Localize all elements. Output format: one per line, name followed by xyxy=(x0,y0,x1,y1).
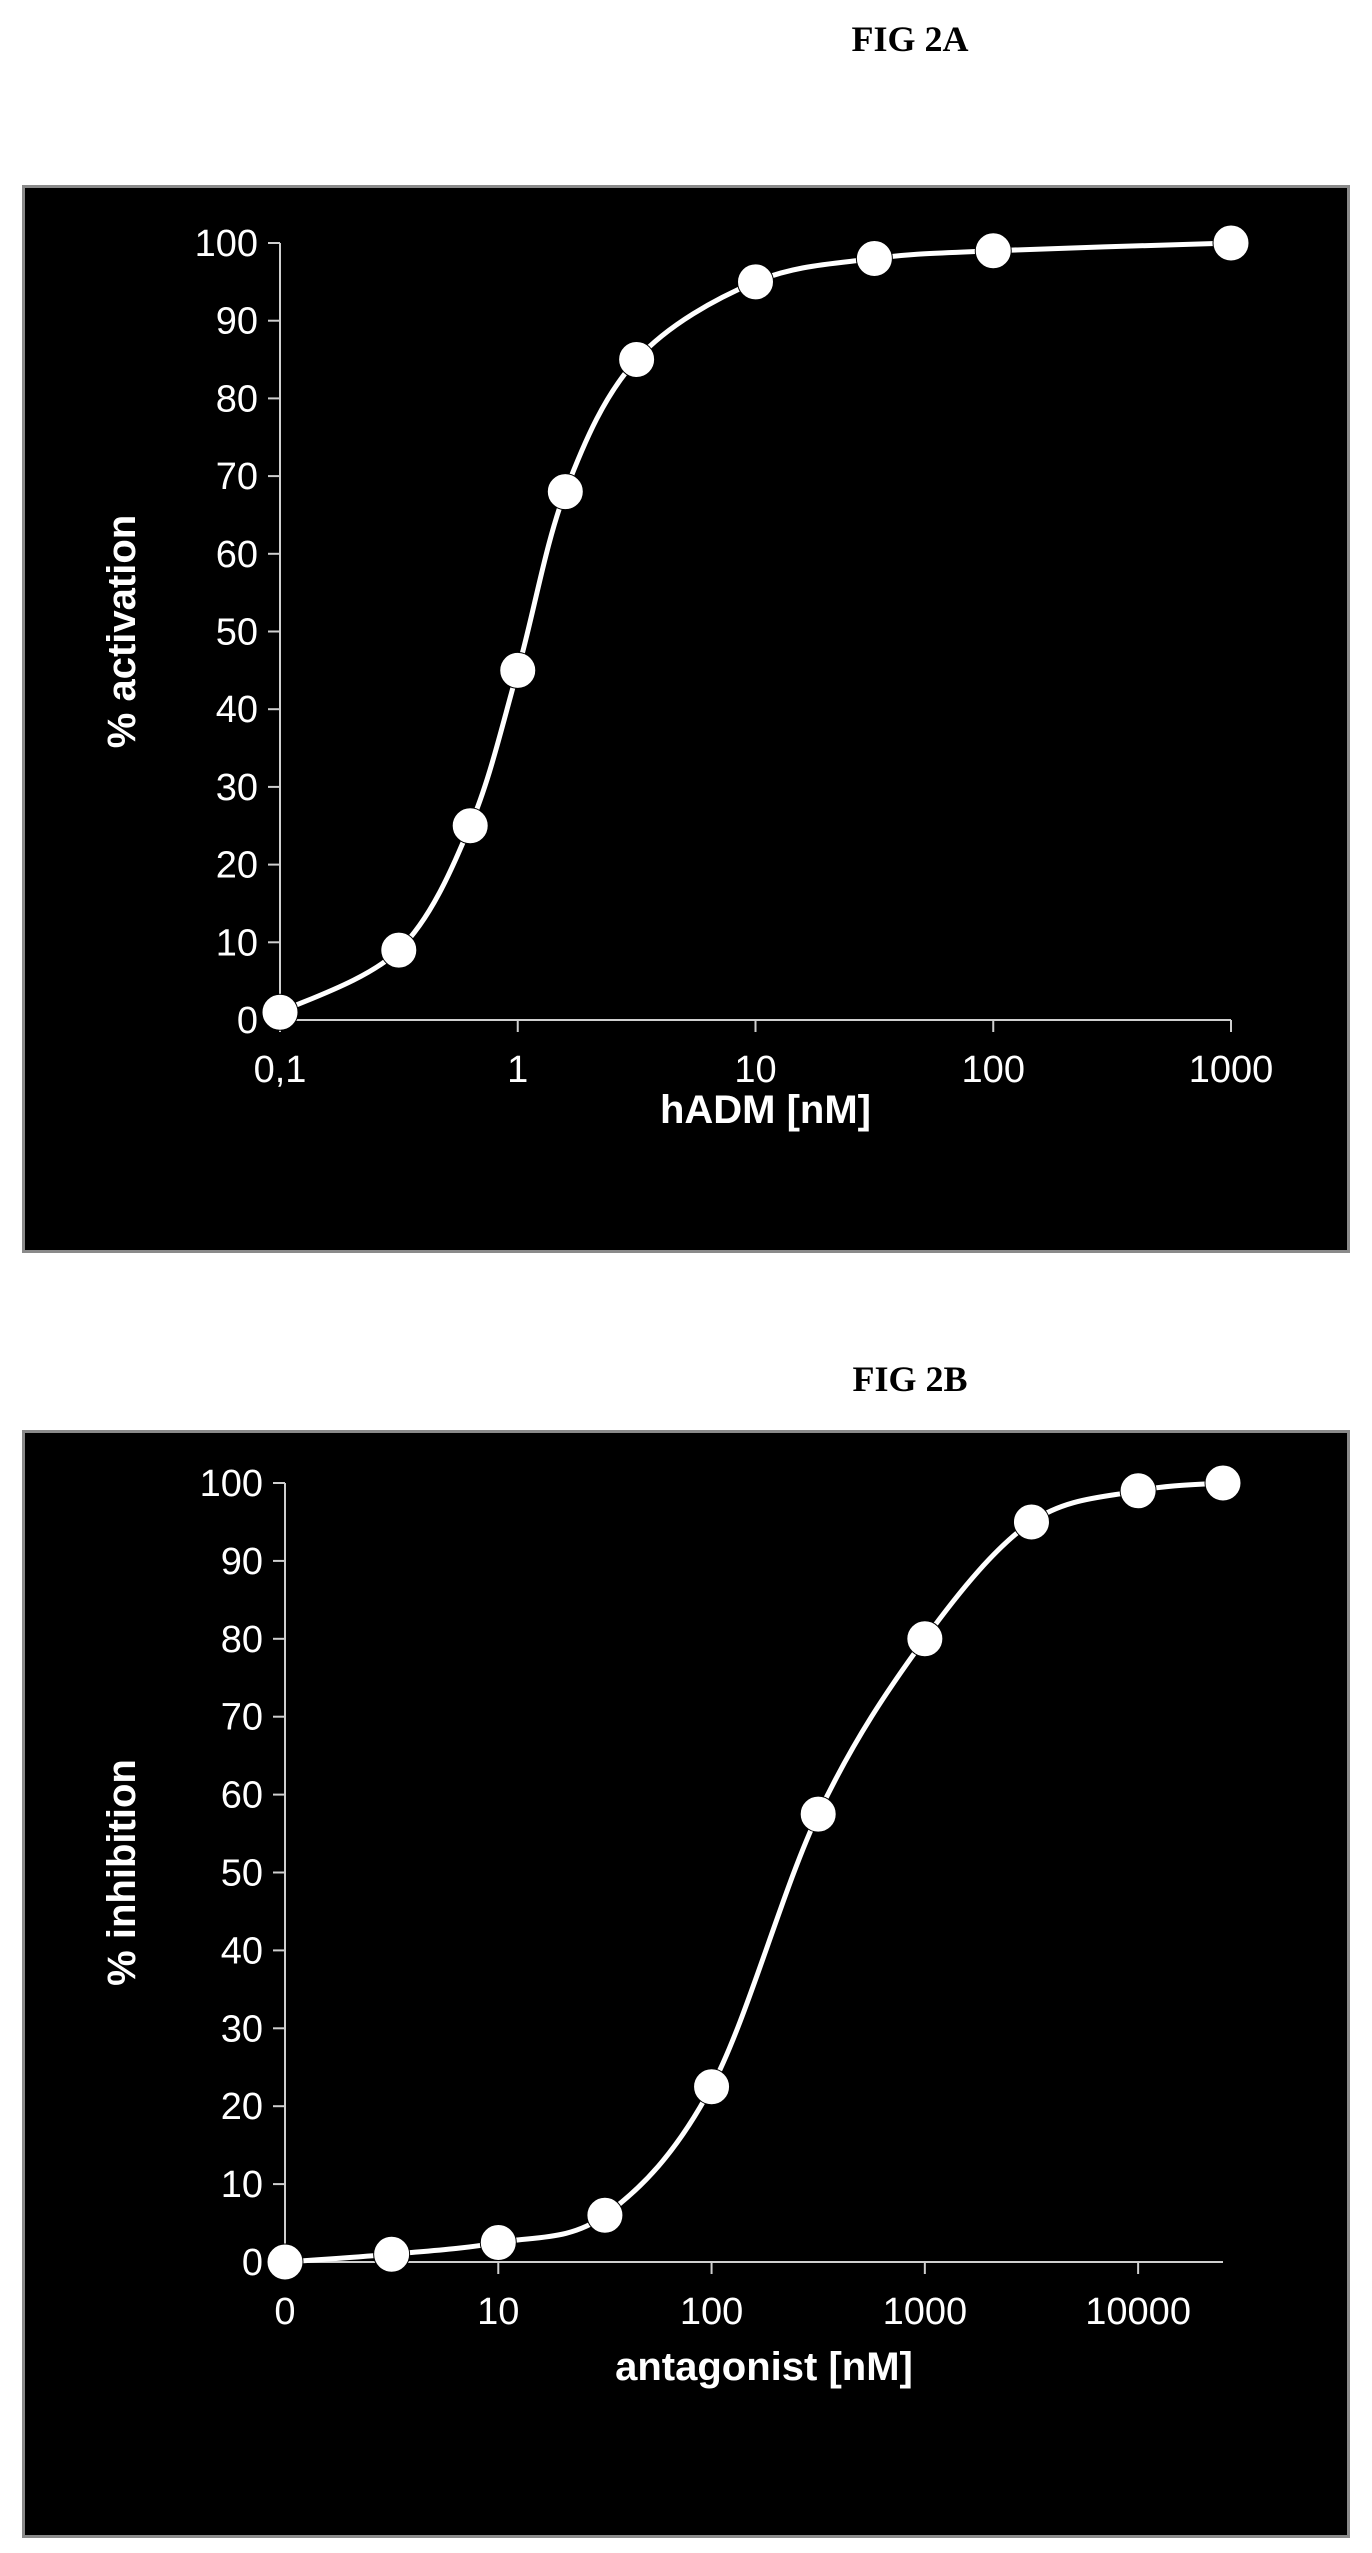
y-tick-label: 90 xyxy=(221,1541,263,1583)
y-tick-label: 10 xyxy=(216,922,258,964)
data-point xyxy=(974,232,1012,270)
y-tick-label: 60 xyxy=(221,1775,263,1817)
x-axis-label: hADM [nM] xyxy=(660,1088,871,1132)
y-tick-label: 30 xyxy=(216,767,258,809)
series-line xyxy=(278,240,1232,1015)
y-tick-label: 70 xyxy=(221,1697,263,1739)
x-tick-label: 1 xyxy=(507,1049,528,1091)
y-tick-label: 50 xyxy=(221,1853,263,1895)
data-point xyxy=(451,807,489,845)
y-tick-label: 70 xyxy=(216,456,258,498)
figure-label-2a: FIG 2A xyxy=(851,19,969,59)
y-tick-label: 90 xyxy=(216,301,258,343)
chart-2a: 0 10 20 30 40 50 60 70 80 90 100 0,1 1 10 100 1000 hADM … xyxy=(100,223,1274,1132)
y-tick-label: 100 xyxy=(195,223,258,265)
x-axis-label: antagonist [nM] xyxy=(615,2345,913,2389)
y-axis-label: % activation xyxy=(100,515,144,748)
y-tick-label: 0 xyxy=(237,1000,258,1042)
x-tick-label: 10 xyxy=(477,2291,519,2333)
figure-label-2b: FIG 2B xyxy=(852,1359,968,1399)
data-point xyxy=(906,1620,944,1658)
data-point xyxy=(693,2068,731,2106)
data-point xyxy=(1204,1464,1242,1502)
data-point xyxy=(855,240,893,278)
x-tick-label: 0,1 xyxy=(254,1049,307,1091)
y-tick-label: 100 xyxy=(200,1463,263,1505)
y-tick-label: 20 xyxy=(216,845,258,887)
data-point xyxy=(373,2235,411,2273)
y-axis-label: % inhibition xyxy=(100,1759,144,1986)
y-tick-label: 40 xyxy=(221,1930,263,1972)
y-tick-label: 40 xyxy=(216,689,258,731)
data-point xyxy=(586,2196,624,2234)
data-point xyxy=(799,1795,837,1833)
data-point xyxy=(479,2224,517,2262)
data-point xyxy=(546,473,584,511)
x-tick-label: 1000 xyxy=(883,2291,968,2333)
data-point xyxy=(1212,224,1250,262)
data-point xyxy=(380,931,418,969)
chart-panel-2b: 0 10 20 30 40 50 60 70 80 90 100 0 10 100 1000 10000 ant… xyxy=(22,1430,1350,2538)
data-point xyxy=(1012,1503,1050,1541)
y-tick-label: 60 xyxy=(216,534,258,576)
data-point xyxy=(499,651,537,689)
y-tick-label: 30 xyxy=(221,2008,263,2050)
x-tick-label: 100 xyxy=(962,1049,1025,1091)
data-point xyxy=(266,2243,304,2281)
y-tick-label: 20 xyxy=(221,2086,263,2128)
y-tick-label: 10 xyxy=(221,2164,263,2206)
data-point xyxy=(737,263,774,301)
y-tick-label: 80 xyxy=(216,378,258,420)
series-line xyxy=(284,1480,1224,2265)
chart-panel-2a: 0 10 20 30 40 50 60 70 80 90 100 0,1 1 10 100 1000 hADM … xyxy=(22,185,1350,1253)
x-tick-label: 10000 xyxy=(1085,2291,1191,2333)
x-tick-label: 1000 xyxy=(1189,1049,1274,1091)
y-tick-label: 50 xyxy=(216,612,258,654)
y-tick-label: 0 xyxy=(242,2242,263,2284)
x-tick-label: 100 xyxy=(680,2291,743,2333)
x-tick-label: 10 xyxy=(734,1049,776,1091)
y-tick-label: 80 xyxy=(221,1619,263,1661)
x-tick-label: 0 xyxy=(274,2291,295,2333)
data-point xyxy=(618,341,656,379)
data-point xyxy=(261,993,299,1031)
data-point xyxy=(1119,1472,1157,1510)
